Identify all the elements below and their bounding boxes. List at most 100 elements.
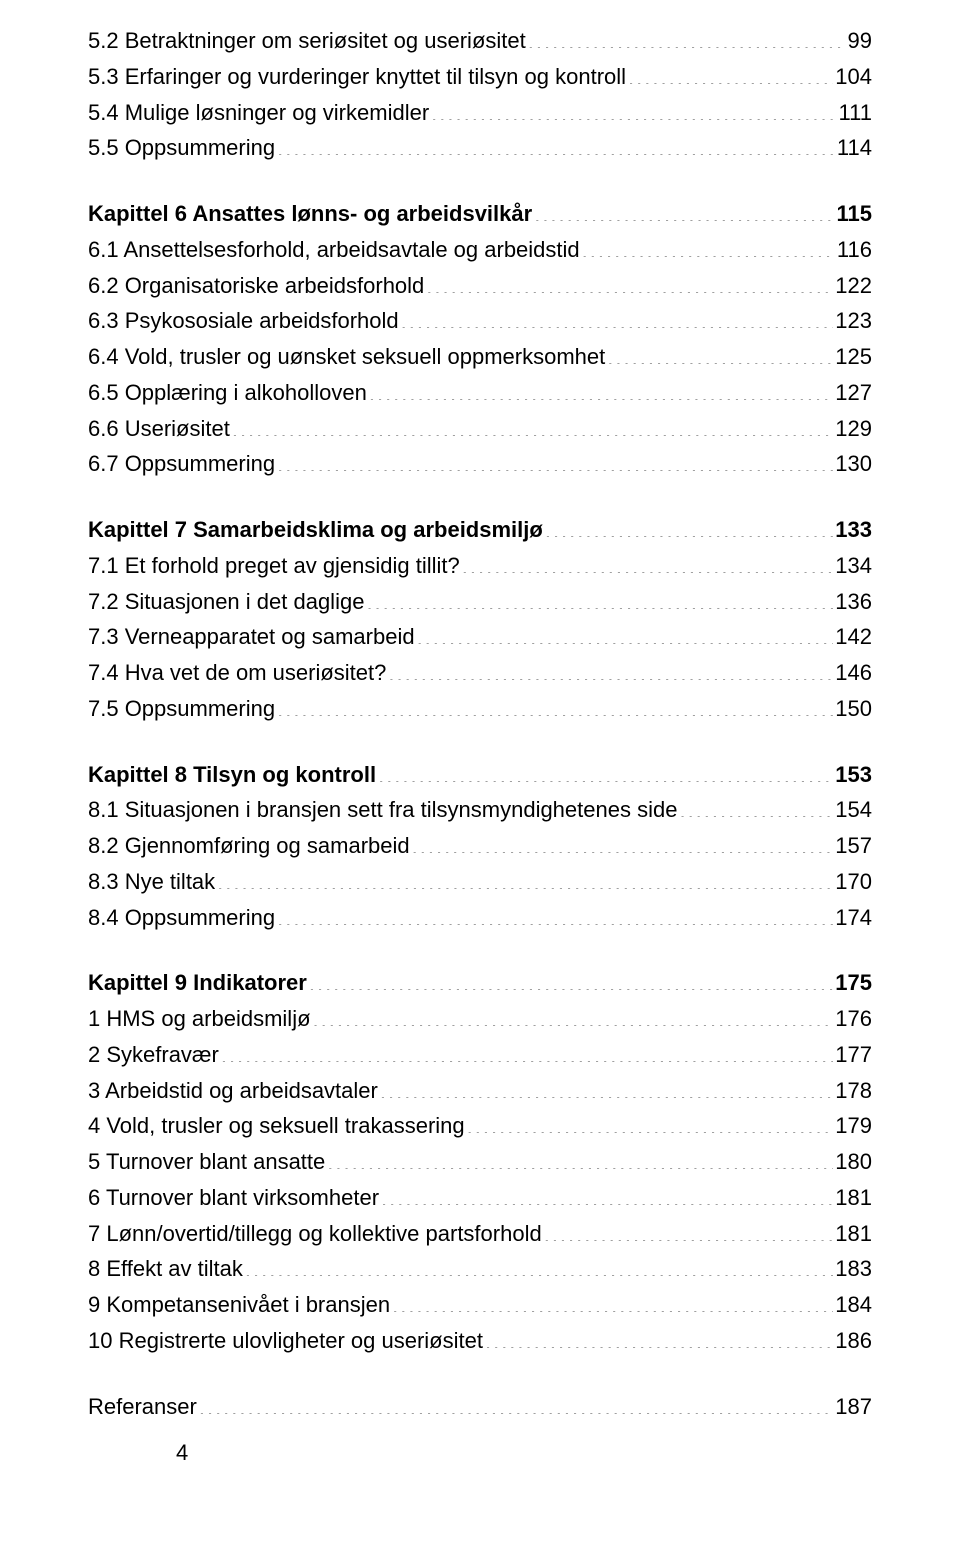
toc-label: Kapittel 9 Indikatorer — [88, 966, 307, 1001]
toc-label: 1 HMS og arbeidsmiljø — [88, 1002, 311, 1037]
toc-entry: 7.5 Oppsummering150 — [88, 692, 872, 727]
toc-leader-dots — [582, 235, 835, 257]
toc-entry: 6.2 Organisatoriske arbeidsforhold 122 — [88, 269, 872, 304]
toc-page-number: 146 — [835, 656, 872, 691]
toc-entry: 3 Arbeidstid og arbeidsavtaler178 — [88, 1074, 872, 1109]
toc-label: 8 Effekt av tiltak — [88, 1252, 243, 1287]
toc-page-number: 187 — [835, 1390, 872, 1425]
toc-label: 8.4 Oppsummering — [88, 901, 275, 936]
toc-label: 2 Sykefravær — [88, 1038, 219, 1073]
toc-chapter-heading: Kapittel 9 Indikatorer 175 — [88, 966, 872, 1001]
toc-entry: 8.1 Situasjonen i bransjen sett fra tils… — [88, 793, 872, 828]
toc-label: Kapittel 6 Ansattes lønns- og arbeidsvil… — [88, 197, 532, 232]
toc-page-number: 186 — [835, 1324, 872, 1359]
toc-label: 6.1 Ansettelsesforhold, arbeidsavtale og… — [88, 233, 580, 268]
toc-page-number: 181 — [835, 1181, 872, 1216]
toc-page-number: 122 — [835, 269, 872, 304]
toc-page-number: 175 — [835, 966, 872, 1001]
toc-page-number: 111 — [839, 96, 872, 131]
section-gap — [88, 1360, 872, 1390]
toc-page-number: 183 — [835, 1252, 872, 1287]
toc-entry: 7.2 Situasjonen i det daglige136 — [88, 585, 872, 620]
toc-page-number: 174 — [835, 901, 872, 936]
toc-label: Referanser — [88, 1390, 197, 1425]
toc-label: 5.2 Betraktninger om seriøsitet og useri… — [88, 24, 526, 59]
toc-leader-dots — [628, 62, 833, 84]
toc-entry: 5.4 Mulige løsninger og virkemidler 111 — [88, 96, 872, 131]
toc-leader-dots — [378, 760, 833, 782]
toc-label: 5.4 Mulige løsninger og virkemidler — [88, 96, 429, 131]
toc-entry: 7.4 Hva vet de om useriøsitet? 146 — [88, 656, 872, 691]
toc-leader-dots — [528, 26, 846, 48]
toc-chapter-heading: Kapittel 6 Ansattes lønns- og arbeidsvil… — [88, 197, 872, 232]
toc-leader-dots — [388, 658, 833, 680]
toc-label: 10 Registrerte ulovligheter og useriøsit… — [88, 1324, 483, 1359]
toc-label: 7.3 Verneapparatet og samarbeid — [88, 620, 415, 655]
toc-page-number: 181 — [835, 1217, 872, 1252]
toc-entry: 10 Registrerte ulovligheter og useriøsit… — [88, 1324, 872, 1359]
toc-leader-dots — [327, 1147, 833, 1169]
toc-page-number: 129 — [835, 412, 872, 447]
toc-leader-dots — [467, 1111, 834, 1133]
toc-label: 7.5 Oppsummering — [88, 692, 275, 727]
toc-leader-dots — [366, 587, 833, 609]
toc-label: Kapittel 8 Tilsyn og kontroll — [88, 758, 376, 793]
toc-leader-dots — [679, 795, 833, 817]
toc-label: 7 Lønn/overtid/tillegg og kollektive par… — [88, 1217, 542, 1252]
toc-leader-dots — [309, 968, 833, 990]
section-gap — [88, 936, 872, 966]
toc-leader-dots — [401, 306, 834, 328]
toc-label: 7.2 Situasjonen i det daglige — [88, 585, 364, 620]
toc-label: 9 Kompetansenivået i bransjen — [88, 1288, 390, 1323]
toc-leader-dots — [369, 378, 833, 400]
toc-leader-dots — [534, 199, 834, 221]
toc-label: 8.2 Gjennomføring og samarbeid — [88, 829, 410, 864]
toc-label: 6.6 Useriøsitet — [88, 412, 230, 447]
toc-page-number: 157 — [835, 829, 872, 864]
toc-page-number: 176 — [835, 1002, 872, 1037]
toc-label: 7.4 Hva vet de om useriøsitet? — [88, 656, 386, 691]
toc-leader-dots — [607, 342, 833, 364]
toc-label: 6.2 Organisatoriske arbeidsforhold — [88, 269, 424, 304]
toc-page-number: 153 — [835, 758, 872, 793]
toc-leader-dots — [277, 449, 833, 471]
toc-chapter-heading: Kapittel 8 Tilsyn og kontroll 153 — [88, 758, 872, 793]
toc-page-number: 142 — [835, 620, 872, 655]
toc-label: 6.3 Psykososiale arbeidsforhold — [88, 304, 399, 339]
toc-entry: 8.2 Gjennomføring og samarbeid 157 — [88, 829, 872, 864]
toc-entry: 6.4 Vold, trusler og uønsket seksuell op… — [88, 340, 872, 375]
toc-page-number: 154 — [835, 793, 872, 828]
toc-leader-dots — [380, 1076, 833, 1098]
toc-entry: 2 Sykefravær177 — [88, 1038, 872, 1073]
toc-entry: Referanser 187 — [88, 1390, 872, 1425]
toc-page-number: 178 — [835, 1074, 872, 1109]
toc-entry: 7.3 Verneapparatet og samarbeid 142 — [88, 620, 872, 655]
toc-entry: 8.4 Oppsummering 174 — [88, 901, 872, 936]
toc-entry: 6 Turnover blant virksomheter181 — [88, 1181, 872, 1216]
toc-page-number: 184 — [835, 1288, 872, 1323]
toc-entry: 5.5 Oppsummering114 — [88, 131, 872, 166]
toc-entry: 1 HMS og arbeidsmiljø 176 — [88, 1002, 872, 1037]
toc-leader-dots — [245, 1254, 833, 1276]
toc-entry: 6.1 Ansettelsesforhold, arbeidsavtale og… — [88, 233, 872, 268]
toc-entry: 7.1 Et forhold preget av gjensidig tilli… — [88, 549, 872, 584]
toc-entry: 6.6 Useriøsitet 129 — [88, 412, 872, 447]
toc-leader-dots — [221, 1040, 833, 1062]
toc-page-number: 180 — [835, 1145, 872, 1180]
toc-leader-dots — [277, 133, 835, 155]
section-gap — [88, 483, 872, 513]
toc-entry: 7 Lønn/overtid/tillegg og kollektive par… — [88, 1217, 872, 1252]
toc-leader-dots — [313, 1004, 834, 1026]
toc-leader-dots — [277, 903, 833, 925]
toc-page-number: 125 — [835, 340, 872, 375]
toc-page-number: 115 — [837, 197, 873, 232]
toc-label: 8.3 Nye tiltak — [88, 865, 215, 900]
toc-page-number: 130 — [835, 447, 872, 482]
toc-leader-dots — [199, 1392, 833, 1414]
toc-leader-dots — [392, 1290, 833, 1312]
toc-leader-dots — [232, 414, 833, 436]
toc-page-number: 104 — [835, 60, 872, 95]
toc-leader-dots — [417, 622, 834, 644]
toc-entry: 6.5 Opplæring i alkoholloven127 — [88, 376, 872, 411]
toc-page-number: 114 — [837, 131, 872, 166]
